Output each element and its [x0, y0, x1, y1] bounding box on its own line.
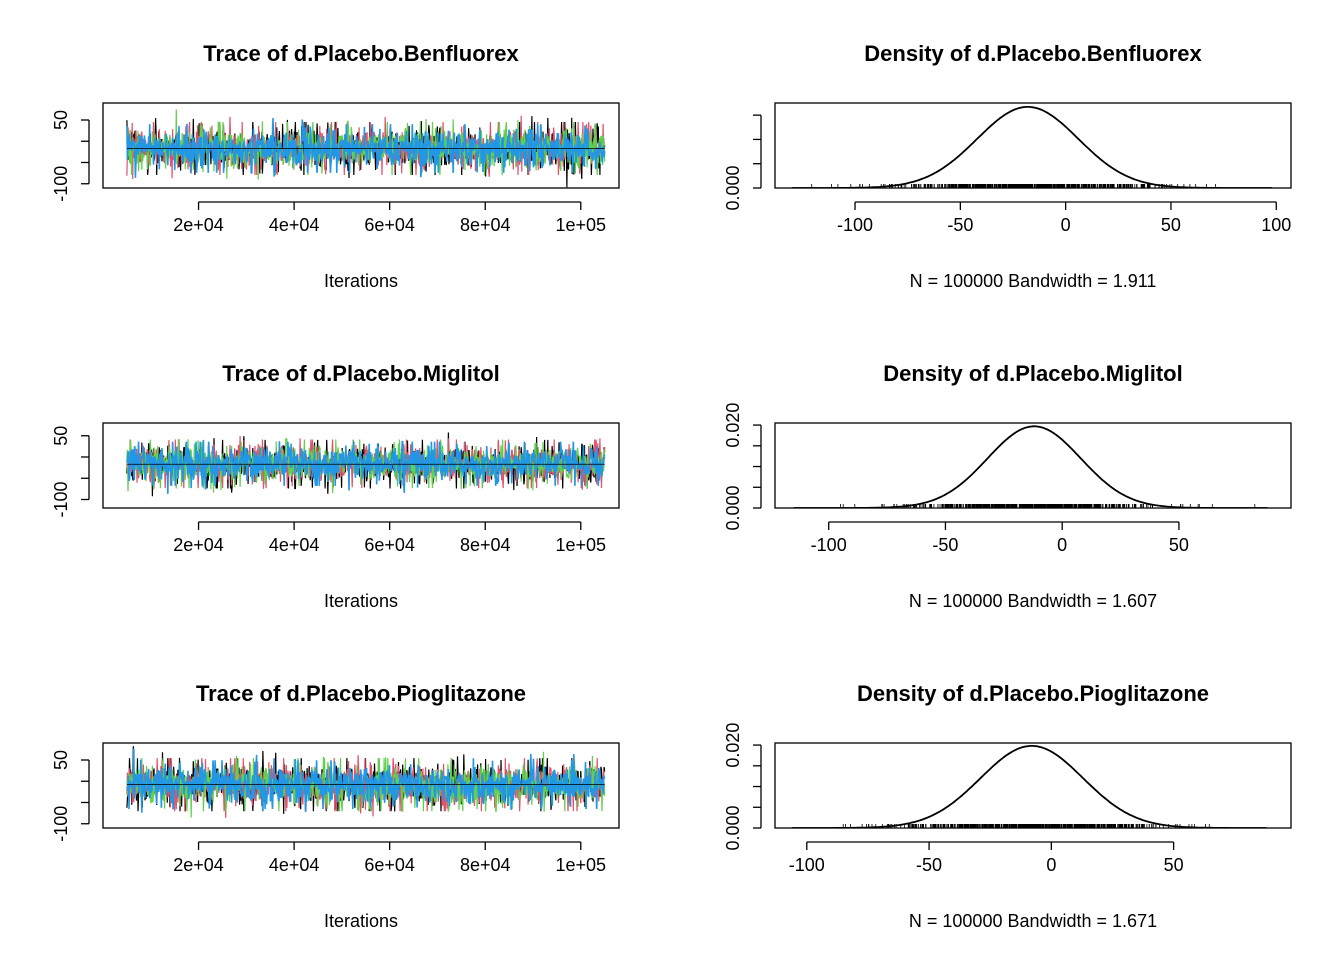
x-tick-label: -50: [932, 535, 958, 555]
trace-series-1: [126, 109, 606, 188]
trace-plot-frame-2: [102, 422, 620, 509]
density-x-axis-2: -100 -50 0 50: [811, 521, 1189, 555]
trace-panel-1: Trace of d.Placebo.Benfluorex 2e+04 4e+04…: [51, 41, 620, 291]
trace-panel-3: Trace of d.Placebo.Pioglitazone 2e+04 4e+…: [51, 681, 620, 931]
density-panel-2: Density of d.Placebo.Miglitol -100 -50 0 50…: [723, 361, 1292, 611]
trace-x-axis-3: 2e+04 4e+04 6e+04 8e+04 1e+05: [173, 841, 606, 875]
density-rug: [840, 504, 1256, 508]
x-tick-label: 50: [1169, 535, 1189, 555]
density-curve-2: [793, 425, 1268, 508]
x-tick-label: 1e+05: [555, 855, 606, 875]
y-tick-label: 0.000: [723, 485, 743, 530]
density-x-axis-1: -100 -50 0 50 100: [837, 201, 1291, 235]
density-panel-1: Density of d.Placebo.Benfluorex -100 -50 0…: [723, 41, 1292, 291]
trace-xlabel-2: Iterations: [324, 591, 398, 611]
x-tick-label: 8e+04: [460, 535, 511, 555]
density-plot-frame-3: [774, 742, 1292, 829]
density-curve-3: [792, 745, 1267, 828]
y-tick-label: 0.000: [723, 165, 743, 210]
x-tick-label: 1e+05: [555, 215, 606, 235]
x-tick-label: 100: [1261, 215, 1291, 235]
trace-x-axis-1: 2e+04 4e+04 6e+04 8e+04 1e+05: [173, 201, 606, 235]
density-y-axis-2: 0.000 0.020: [723, 403, 762, 531]
x-tick-label: 50: [1164, 855, 1184, 875]
y-tick-label: -100: [51, 806, 71, 842]
x-tick-label: 6e+04: [364, 535, 415, 555]
density-y-axis-1: 0.000: [723, 114, 762, 211]
x-tick-label: 50: [1161, 215, 1181, 235]
density-plot-frame-2: [774, 422, 1292, 509]
trace-series-2: [126, 432, 606, 497]
density-rug: [842, 824, 1210, 828]
x-tick-label: 2e+04: [173, 855, 224, 875]
trace-x-axis-2: 2e+04 4e+04 6e+04 8e+04 1e+05: [173, 521, 606, 555]
trace-series-line: [126, 748, 606, 813]
x-tick-label: -50: [947, 215, 973, 235]
trace-y-axis-2: -100 50: [51, 426, 90, 518]
x-tick-label: 6e+04: [364, 215, 415, 235]
trace-y-axis-3: -100 50: [51, 750, 90, 842]
x-tick-label: 4e+04: [269, 215, 320, 235]
trace-title-3: Trace of d.Placebo.Pioglitazone: [196, 681, 526, 706]
y-tick-label: 0.000: [723, 805, 743, 850]
density-y-axis-3: 0.000 0.020: [723, 723, 762, 851]
density-title-2: Density of d.Placebo.Miglitol: [883, 361, 1182, 386]
x-tick-label: 0: [1061, 215, 1071, 235]
density-curve-line: [791, 106, 1272, 188]
x-tick-label: 2e+04: [173, 215, 224, 235]
density-panel-3: Density of d.Placebo.Pioglitazone -100 -5…: [723, 681, 1292, 931]
x-tick-label: -100: [811, 535, 847, 555]
trace-series-3: [126, 746, 606, 818]
y-tick-label: 50: [51, 750, 71, 770]
x-tick-label: 4e+04: [269, 535, 320, 555]
trace-xlabel-3: Iterations: [324, 911, 398, 931]
density-curve-line: [792, 745, 1267, 828]
density-x-axis-3: -100 -50 0 50: [789, 841, 1184, 875]
x-tick-label: 8e+04: [460, 855, 511, 875]
trace-panel-2: Trace of d.Placebo.Miglitol 2e+04 4e+04 6e…: [51, 361, 620, 611]
trace-series-line: [126, 118, 606, 178]
density-xlabel-1: N = 100000 Bandwidth = 1.911: [910, 271, 1157, 291]
y-tick-label: 0.020: [723, 723, 743, 768]
x-tick-label: -100: [789, 855, 825, 875]
x-tick-label: 4e+04: [269, 855, 320, 875]
y-tick-label: -100: [51, 166, 71, 202]
x-tick-label: 0: [1046, 855, 1056, 875]
trace-series-line: [126, 439, 606, 494]
trace-y-axis-1: -100 50: [51, 110, 90, 202]
density-curve-1: [791, 106, 1273, 188]
trace-plot-frame-1: [102, 102, 620, 189]
density-rug: [811, 184, 1216, 188]
x-tick-label: 1e+05: [555, 535, 606, 555]
density-title-3: Density of d.Placebo.Pioglitazone: [857, 681, 1209, 706]
y-tick-label: -100: [51, 481, 71, 517]
trace-xlabel-1: Iterations: [324, 271, 398, 291]
x-tick-label: 6e+04: [364, 855, 415, 875]
y-tick-label: 50: [51, 426, 71, 446]
density-xlabel-3: N = 100000 Bandwidth = 1.671: [909, 911, 1157, 931]
trace-plot-frame-3: [102, 742, 620, 829]
density-plot-frame-1: [774, 102, 1292, 189]
x-tick-label: -50: [916, 855, 942, 875]
x-tick-label: -100: [837, 215, 873, 235]
x-tick-label: 0: [1057, 535, 1067, 555]
density-xlabel-2: N = 100000 Bandwidth = 1.607: [909, 591, 1157, 611]
density-title-1: Density of d.Placebo.Benfluorex: [864, 41, 1202, 66]
density-curve-line: [793, 425, 1268, 508]
x-tick-label: 2e+04: [173, 535, 224, 555]
x-tick-label: 8e+04: [460, 215, 511, 235]
y-tick-label: 50: [51, 110, 71, 130]
trace-title-1: Trace of d.Placebo.Benfluorex: [203, 41, 519, 66]
y-tick-label: 0.020: [723, 403, 743, 448]
trace-title-2: Trace of d.Placebo.Miglitol: [222, 361, 500, 386]
